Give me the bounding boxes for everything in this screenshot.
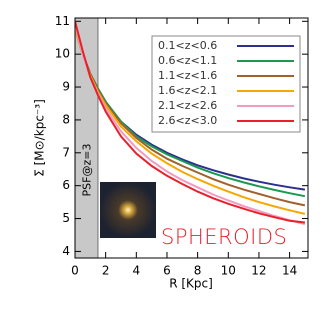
- legend-label: 0.1<z<0.6: [158, 39, 217, 52]
- x-tick-label: 6: [163, 264, 171, 278]
- annotation: PSF@z=3: [80, 144, 93, 197]
- annotation: SPHEROIDS: [161, 225, 287, 249]
- legend: 0.1<z<0.6 0.6<z<1.1 1.1<z<1.6 1.6<z<2.1 2.1<…: [151, 35, 301, 133]
- y-tick-label: 4: [62, 244, 70, 258]
- y-tick-label: 11: [55, 14, 70, 28]
- x-tick-label: 2: [102, 264, 110, 278]
- y-axis-label: Σ [M⊙/kpc⁻³]: [33, 99, 47, 177]
- x-axis-label: R [Kpc]: [169, 277, 213, 291]
- legend-label: 2.6<z<3.0: [158, 114, 217, 127]
- legend-label: 0.6<z<1.1: [158, 54, 217, 67]
- x-tick-label: 8: [194, 264, 202, 278]
- x-tick-label: 4: [132, 264, 140, 278]
- series-line: [75, 21, 306, 224]
- y-tick-label: 10: [55, 47, 70, 61]
- legend-label: 2.1<z<2.6: [158, 99, 217, 112]
- legend-label: 1.1<z<1.6: [158, 69, 217, 82]
- y-tick-label: 8: [62, 112, 70, 126]
- x-tick-label: 10: [221, 264, 236, 278]
- x-tick-label: 0: [71, 264, 79, 278]
- legend-box: [151, 35, 301, 133]
- plot-frame: [74, 17, 309, 259]
- y-tick-label: 5: [62, 211, 70, 225]
- galaxy-image: [100, 182, 156, 238]
- x-tick-label: 14: [282, 264, 297, 278]
- x-tick-label: 12: [251, 264, 266, 278]
- y-tick-label: 7: [62, 145, 70, 159]
- legend-label: 1.6<z<2.1: [158, 84, 217, 97]
- y-tick-label: 6: [62, 178, 70, 192]
- y-tick-label: 9: [62, 80, 70, 94]
